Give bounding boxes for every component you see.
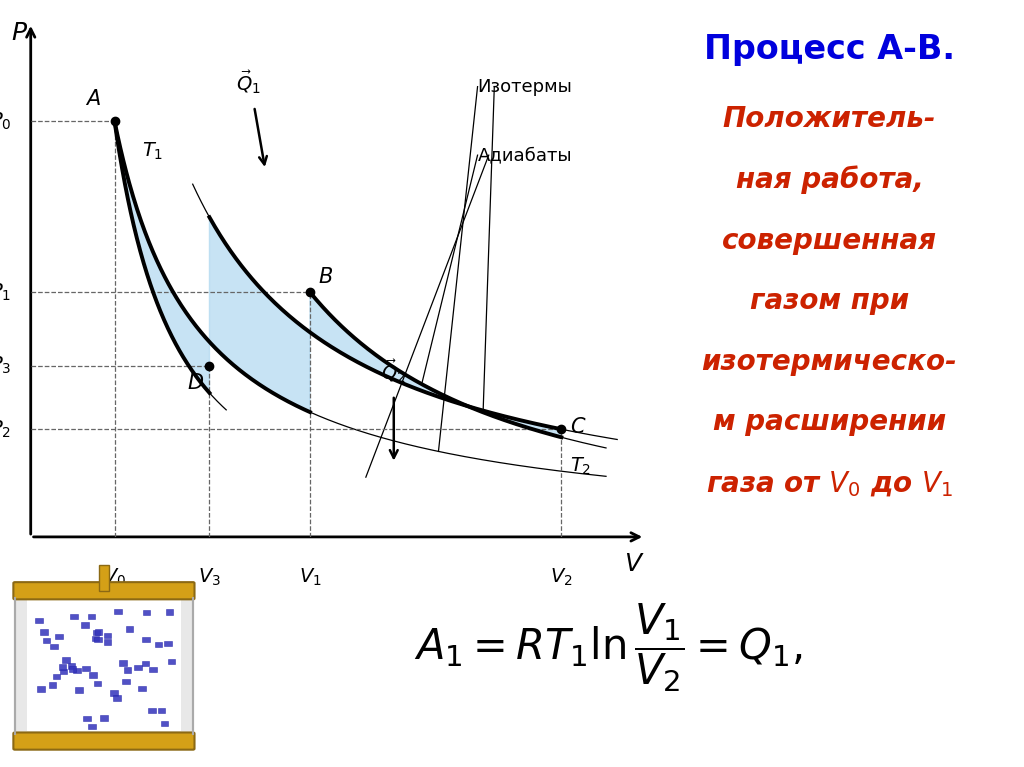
Text: $\vec{Q}_2$: $\vec{Q}_2$ (381, 357, 407, 385)
Bar (103, 633, 111, 638)
Bar (27, 601, 181, 732)
Text: $\vec{Q}_1$: $\vec{Q}_1$ (237, 69, 261, 97)
Text: $P_3$: $P_3$ (0, 355, 11, 377)
Bar (134, 665, 141, 670)
Bar (142, 610, 151, 615)
Bar (142, 660, 150, 666)
Text: $D$: $D$ (186, 373, 204, 393)
Text: $T_2$: $T_2$ (569, 456, 591, 477)
Bar (68, 663, 75, 669)
Bar (126, 627, 133, 632)
Text: Изотермы: Изотермы (477, 77, 572, 96)
Bar (100, 715, 108, 720)
Bar (166, 609, 173, 614)
Bar (74, 668, 81, 673)
Bar (111, 690, 118, 696)
Bar (158, 708, 165, 713)
Bar (82, 666, 90, 671)
Bar (76, 687, 83, 693)
Bar (53, 673, 60, 679)
Bar (94, 637, 101, 642)
Text: совершенная: совершенная (722, 226, 937, 255)
Bar (115, 608, 122, 614)
Text: $V$: $V$ (624, 551, 644, 576)
Bar (93, 681, 101, 686)
Bar (91, 636, 99, 641)
Bar (36, 617, 43, 623)
Text: $V_2$: $V_2$ (550, 566, 572, 588)
Bar (14, 598, 193, 733)
Bar (98, 565, 110, 591)
Bar (138, 686, 145, 691)
Text: $B$: $B$ (318, 267, 334, 288)
Bar (49, 682, 56, 687)
Bar (94, 630, 102, 635)
Bar (83, 716, 91, 721)
Bar (37, 686, 45, 692)
Bar (155, 642, 162, 647)
Bar (161, 721, 169, 726)
Bar (55, 634, 62, 640)
Text: $A$: $A$ (85, 89, 100, 109)
Bar (124, 667, 131, 673)
Bar (165, 641, 172, 647)
Bar (81, 622, 89, 627)
Text: газом при: газом при (750, 287, 909, 315)
Text: ная работа,: ная работа, (735, 166, 924, 195)
Polygon shape (115, 121, 561, 437)
Bar (41, 629, 48, 634)
Text: $A_1 = RT_1\ln\dfrac{V_1}{V_2} = Q_1,$: $A_1 = RT_1\ln\dfrac{V_1}{V_2} = Q_1,$ (414, 601, 803, 694)
Text: $P_2$: $P_2$ (0, 419, 11, 440)
Bar (103, 640, 111, 645)
Text: $V_0$: $V_0$ (103, 566, 126, 588)
Bar (142, 637, 150, 642)
Text: $C$: $C$ (569, 416, 586, 436)
Text: $P_0$: $P_0$ (0, 110, 11, 132)
Bar (148, 708, 156, 713)
Bar (59, 669, 68, 674)
Bar (58, 664, 66, 670)
Bar (50, 644, 58, 650)
Bar (43, 638, 50, 644)
Bar (71, 614, 78, 619)
Text: Процесс А-В.: Процесс А-В. (703, 33, 955, 66)
Bar (93, 630, 100, 635)
Text: м расширении: м расширении (713, 408, 946, 436)
Bar (123, 679, 130, 684)
Text: газа от $V_0$ до $V_1$: газа от $V_0$ до $V_1$ (706, 469, 953, 499)
FancyBboxPatch shape (13, 732, 195, 749)
Bar (69, 667, 76, 672)
Bar (150, 667, 157, 672)
Bar (88, 614, 95, 619)
FancyBboxPatch shape (13, 582, 195, 599)
Bar (88, 724, 95, 729)
Text: $V_1$: $V_1$ (299, 566, 322, 588)
Text: $T_1$: $T_1$ (142, 140, 164, 162)
Text: изотермическо-: изотермическо- (701, 347, 957, 376)
Text: $P$: $P$ (11, 21, 28, 44)
Bar (114, 696, 121, 701)
Bar (119, 660, 127, 666)
Bar (89, 672, 96, 677)
Bar (62, 657, 70, 663)
Text: $P_1$: $P_1$ (0, 281, 11, 303)
Text: $V_3$: $V_3$ (198, 566, 221, 588)
Bar (168, 659, 175, 664)
Text: Адиабаты: Адиабаты (477, 146, 572, 164)
Text: Положитель-: Положитель- (723, 105, 936, 133)
